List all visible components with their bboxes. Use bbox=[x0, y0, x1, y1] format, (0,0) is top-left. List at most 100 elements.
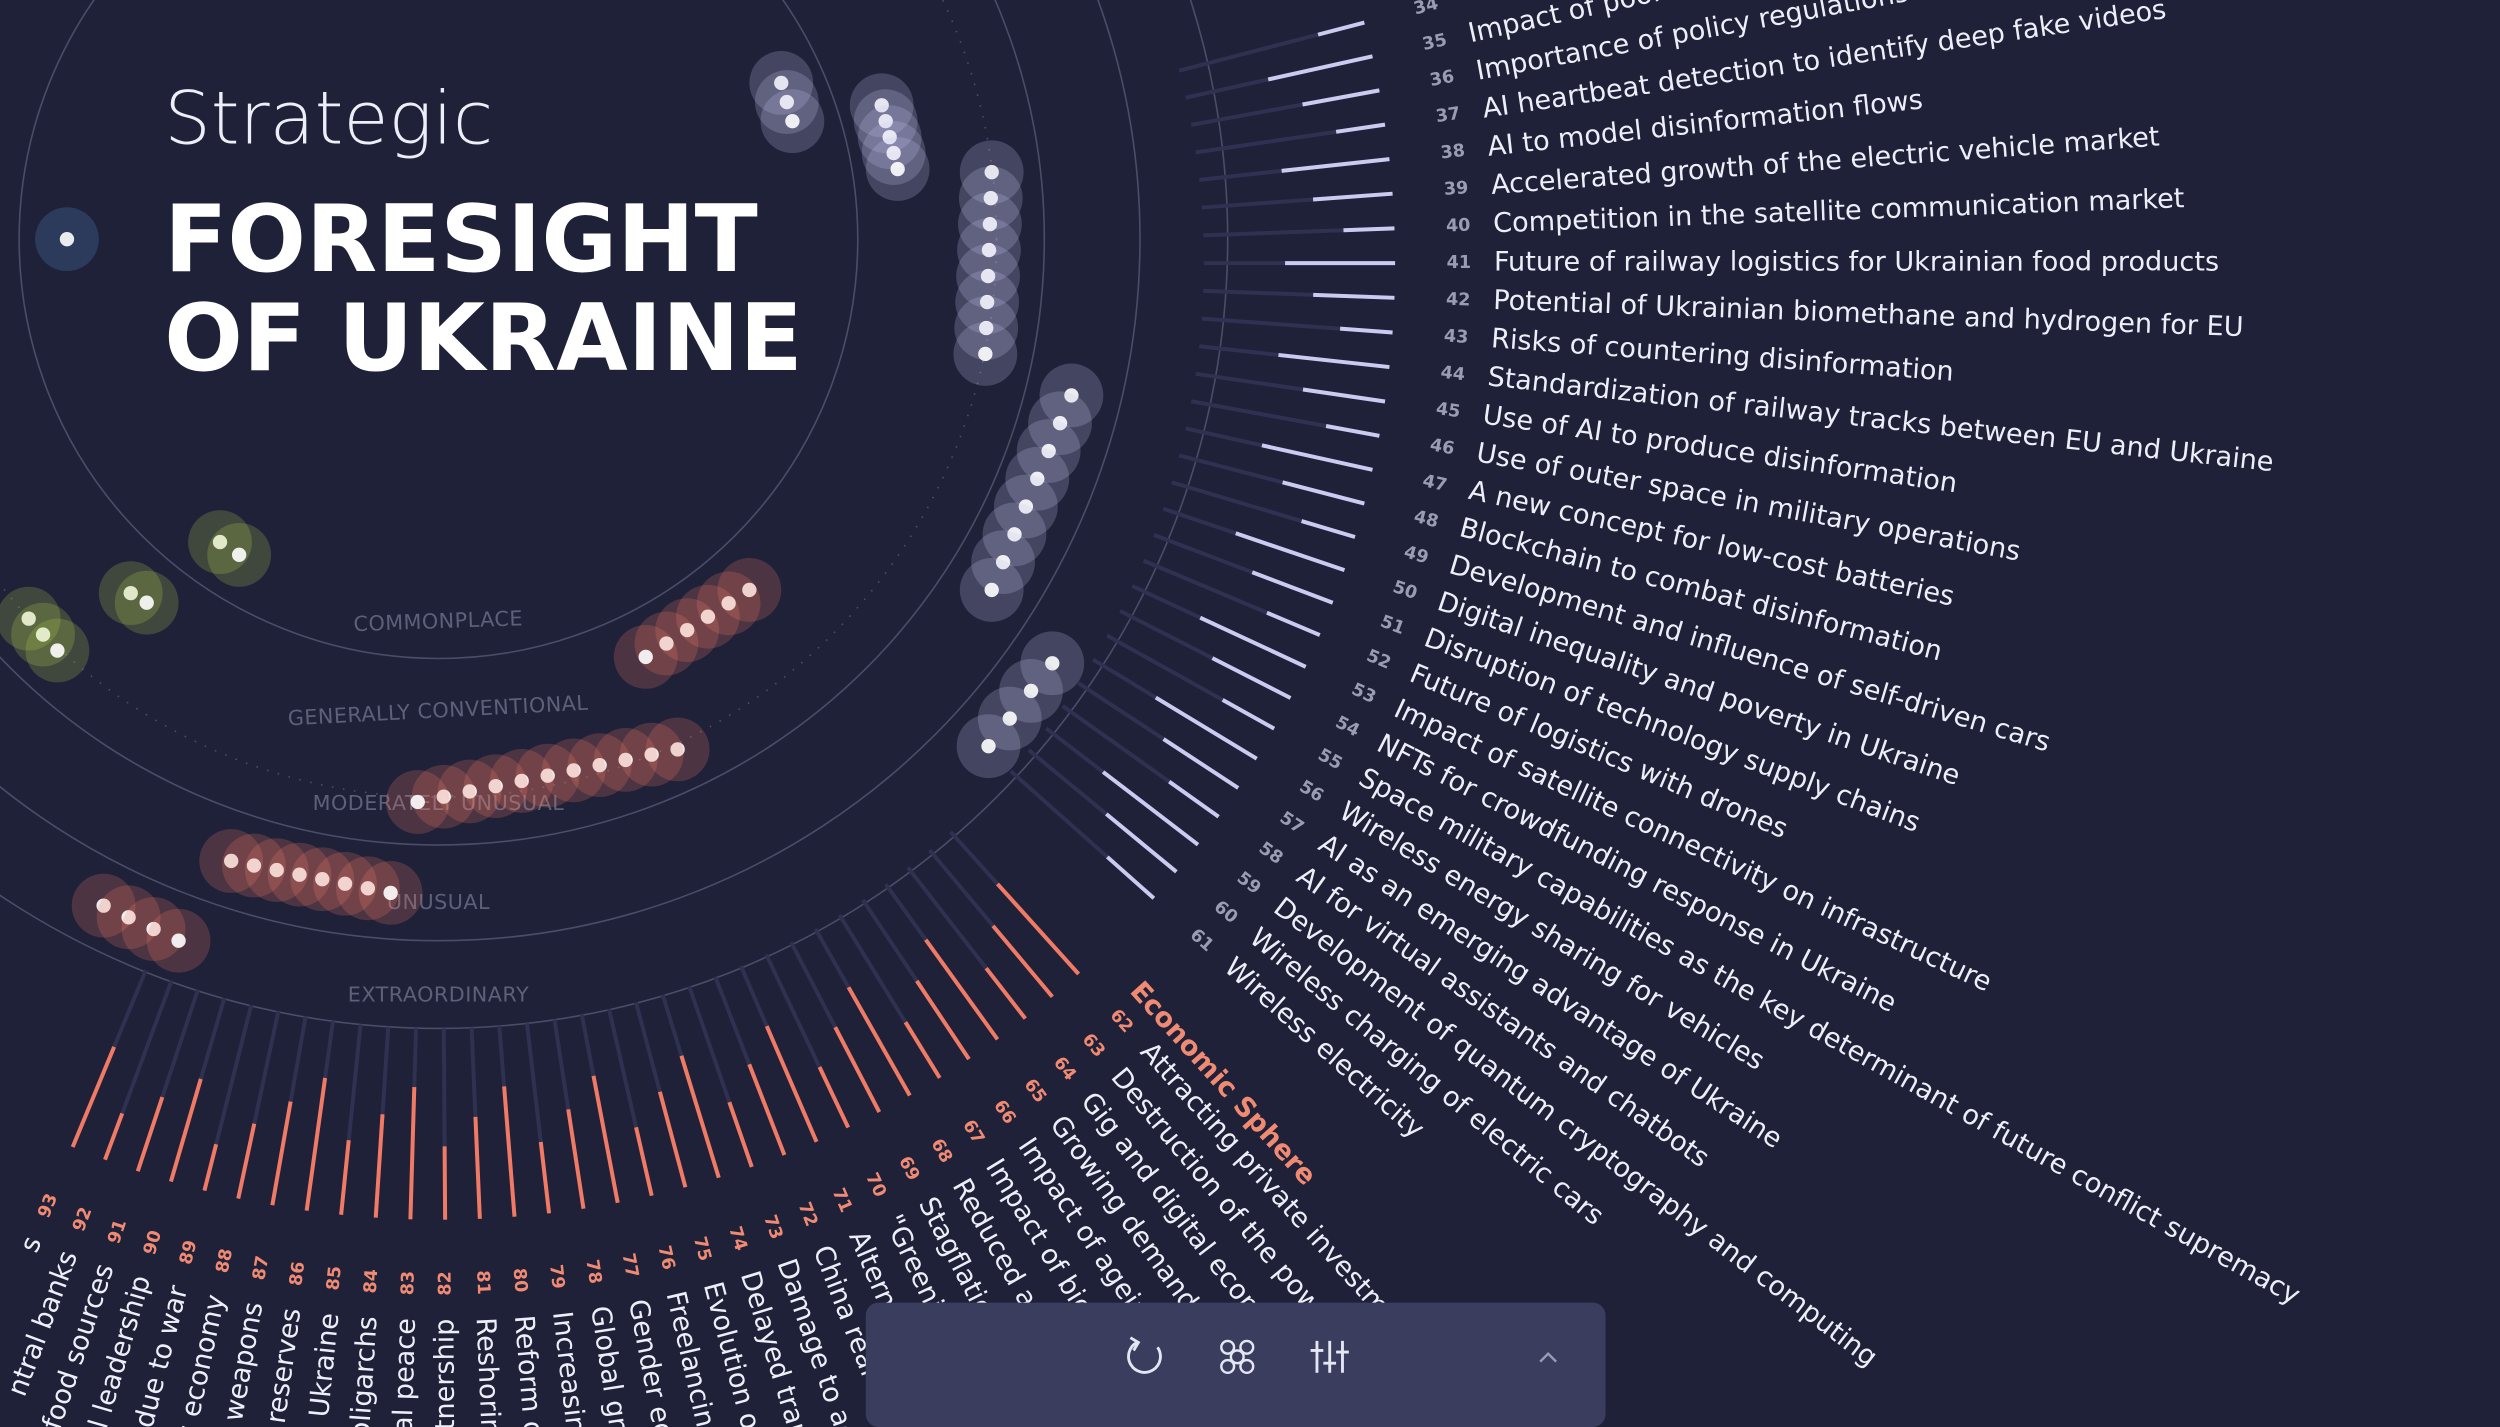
bar bbox=[1235, 531, 1346, 572]
bar bbox=[1278, 352, 1390, 370]
bar bbox=[1251, 570, 1334, 605]
bubble bbox=[1064, 388, 1079, 403]
item-number: 78 bbox=[581, 1258, 604, 1285]
bubble bbox=[410, 794, 425, 810]
icon-dot bbox=[1229, 1349, 1245, 1365]
bar bbox=[1343, 226, 1395, 233]
item-number: 38 bbox=[1440, 141, 1466, 164]
bubble bbox=[488, 779, 503, 794]
item-number: 47 bbox=[1421, 471, 1449, 496]
bar bbox=[1267, 54, 1373, 82]
bar bbox=[764, 1025, 819, 1143]
bar bbox=[236, 1123, 257, 1199]
bubble bbox=[742, 582, 757, 598]
bubble bbox=[1018, 499, 1034, 514]
bubble bbox=[337, 876, 353, 891]
item-number: 42 bbox=[1446, 290, 1471, 311]
bar bbox=[846, 986, 912, 1097]
bubble bbox=[981, 242, 997, 258]
bar bbox=[1300, 519, 1356, 539]
bar bbox=[915, 979, 971, 1061]
bubble bbox=[246, 858, 262, 873]
bar bbox=[991, 924, 1054, 999]
item-number: 76 bbox=[653, 1244, 678, 1272]
bubble bbox=[121, 910, 136, 925]
bubble bbox=[1052, 416, 1068, 431]
bar bbox=[1266, 610, 1321, 637]
filter-button[interactable] bbox=[1310, 1340, 1349, 1373]
bubble bbox=[670, 742, 685, 757]
bar bbox=[1261, 443, 1373, 472]
bar bbox=[442, 1146, 448, 1220]
item-number: 77 bbox=[618, 1252, 642, 1280]
bar bbox=[1199, 615, 1307, 669]
item-number: 81 bbox=[472, 1270, 493, 1295]
item-number: 82 bbox=[435, 1271, 455, 1296]
bar bbox=[657, 1091, 688, 1188]
bar bbox=[679, 1055, 721, 1179]
bubble bbox=[231, 547, 247, 563]
bar bbox=[984, 966, 1027, 1020]
bubble bbox=[50, 643, 65, 658]
item-text: oligarchs bbox=[345, 1315, 384, 1427]
item-number: 41 bbox=[1447, 253, 1471, 273]
bubble bbox=[659, 636, 674, 651]
item-number: 34 bbox=[1412, 0, 1441, 19]
bar bbox=[202, 1143, 219, 1192]
bar bbox=[1282, 480, 1365, 506]
reset-button[interactable] bbox=[1127, 1336, 1162, 1374]
item-label: 83 bal peace bbox=[387, 1271, 422, 1427]
bubble bbox=[21, 611, 36, 626]
item-number: 88 bbox=[213, 1247, 238, 1275]
item-number: 86 bbox=[286, 1260, 309, 1287]
bar bbox=[1313, 292, 1395, 300]
item-text: bal peace bbox=[387, 1318, 422, 1427]
ring bbox=[18, 0, 859, 660]
bubble bbox=[383, 885, 398, 901]
bar bbox=[473, 1116, 482, 1219]
bubble bbox=[1007, 527, 1022, 542]
item-label: 82 artnership bbox=[429, 1271, 461, 1427]
bubble bbox=[979, 294, 995, 310]
bar bbox=[1317, 20, 1365, 37]
bubble bbox=[882, 129, 897, 145]
bubble bbox=[96, 898, 111, 913]
ring bbox=[0, 0, 1045, 846]
item: 34 bbox=[1178, 0, 1441, 73]
bubble bbox=[462, 784, 477, 799]
bar bbox=[1312, 191, 1393, 202]
bubble bbox=[995, 554, 1011, 570]
item-number: 46 bbox=[1428, 435, 1456, 459]
bar bbox=[538, 1141, 552, 1214]
ring bbox=[0, 0, 1229, 1029]
bubble bbox=[171, 933, 186, 948]
item: 83 bal peace bbox=[387, 1028, 422, 1427]
bar bbox=[1325, 424, 1380, 438]
item-number: 45 bbox=[1435, 399, 1462, 422]
item-text: Future of railway logistics for Ukrainia… bbox=[1494, 247, 2219, 278]
ring bbox=[0, 0, 1141, 942]
bar bbox=[1302, 88, 1380, 107]
collapse-button[interactable] bbox=[1539, 1351, 1557, 1363]
icon-dot bbox=[1220, 1358, 1236, 1374]
bubble bbox=[981, 739, 996, 754]
bubble bbox=[983, 190, 998, 206]
bar bbox=[1101, 770, 1200, 847]
bubble bbox=[1023, 683, 1039, 699]
bar bbox=[1106, 855, 1156, 900]
bar bbox=[817, 1066, 850, 1129]
bar bbox=[1221, 698, 1276, 731]
cluster-button[interactable] bbox=[1220, 1339, 1255, 1374]
bar bbox=[1302, 387, 1386, 404]
bar bbox=[1162, 737, 1240, 790]
item-number: 80 bbox=[509, 1267, 531, 1293]
bar bbox=[1168, 780, 1220, 819]
bar bbox=[996, 882, 1081, 976]
item-number: 36 bbox=[1428, 67, 1456, 91]
bubble bbox=[721, 596, 736, 611]
bubble bbox=[269, 862, 284, 878]
item-number: 87 bbox=[249, 1254, 273, 1281]
title-line1: Strategic bbox=[164, 77, 493, 162]
bubble bbox=[1045, 656, 1060, 671]
